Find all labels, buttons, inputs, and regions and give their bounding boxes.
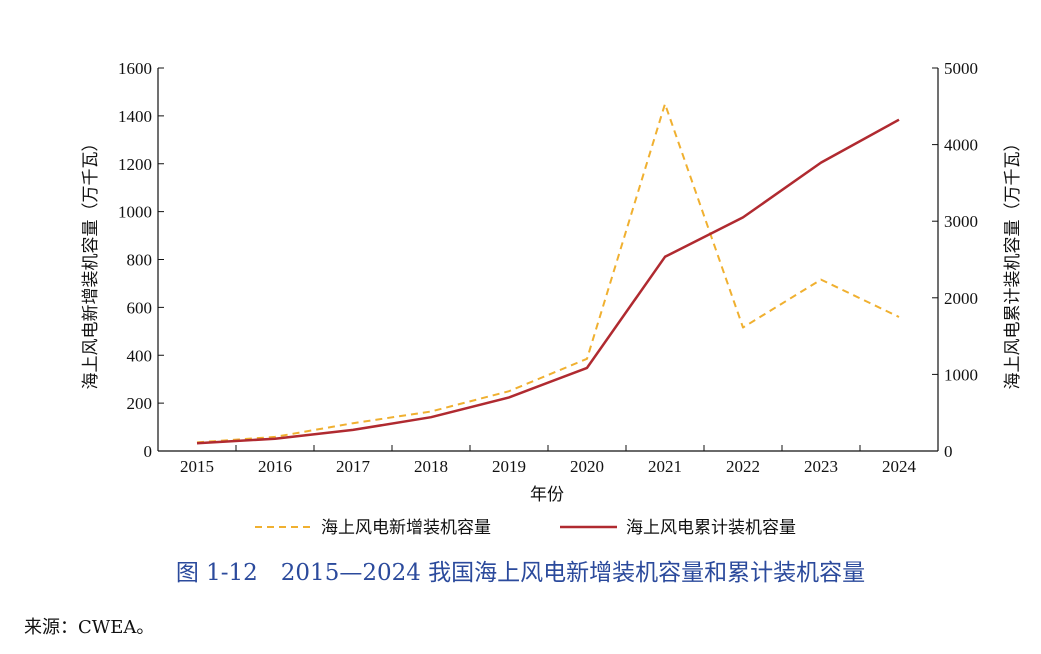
left-y-tick-label: 200 xyxy=(127,394,153,413)
series-line-cumulative-capacity xyxy=(196,118,900,445)
x-tick-labels: 2015 2016 2017 2018 2019 2020 2021 2022 2023 2024 xyxy=(180,457,917,476)
x-tick-label: 2021 xyxy=(648,457,682,476)
left-y-tick-label: 600 xyxy=(127,298,153,317)
x-tick-label: 2015 xyxy=(180,457,214,476)
x-tick-label: 2017 xyxy=(336,457,371,476)
series-line-new-capacity xyxy=(196,102,900,444)
left-y-axis-title: 海上风电新增装机容量（万千瓦） xyxy=(81,135,101,390)
left-y-tick-label: 800 xyxy=(127,251,153,270)
right-y-tick-label: 3000 xyxy=(944,212,978,231)
right-y-tick-label: 4000 xyxy=(944,136,978,155)
source-note: 来源：CWEA。 xyxy=(24,617,155,638)
x-tick-label: 2022 xyxy=(726,457,760,476)
x-tick-label: 2016 xyxy=(258,457,292,476)
figure-caption: 图 1-12 2015—2024 我国海上风电新增装机容量和累计装机容量 xyxy=(175,560,866,586)
left-y-tick-label: 1200 xyxy=(118,155,152,174)
right-y-tick-label: 2000 xyxy=(944,289,978,308)
x-tick-label: 2024 xyxy=(882,457,917,476)
legend-label-new-capacity: 海上风电新增装机容量 xyxy=(321,518,491,538)
legend: 海上风电新增装机容量 海上风电累计装机容量 xyxy=(255,518,796,538)
x-axis-title: 年份 xyxy=(530,485,564,505)
dual-axis-line-chart: 2015 2016 2017 2018 2019 2020 2021 2022 2023 2024… xyxy=(81,59,1023,538)
series-lines xyxy=(196,102,900,445)
axis-ticks xyxy=(157,67,939,452)
plot-frame xyxy=(157,68,939,452)
left-y-tick-label: 1000 xyxy=(118,203,152,222)
x-tick-label: 2023 xyxy=(804,457,838,476)
x-tick-label: 2020 xyxy=(570,457,604,476)
left-y-tick-label: 1600 xyxy=(118,59,152,78)
left-y-tick-label: 400 xyxy=(127,346,153,365)
right-y-tick-label: 5000 xyxy=(944,59,978,78)
legend-label-cumulative-capacity: 海上风电累计装机容量 xyxy=(626,518,796,538)
left-y-tick-labels: 0 200 400 600 800 1000 1200 1400 1600 xyxy=(118,59,152,461)
left-y-tick-label: 0 xyxy=(144,442,153,461)
x-tick-label: 2018 xyxy=(414,457,448,476)
right-y-tick-label: 0 xyxy=(944,442,953,461)
right-y-tick-labels: 0 1000 2000 3000 4000 5000 xyxy=(944,59,978,461)
x-tick-label: 2019 xyxy=(492,457,526,476)
right-y-tick-label: 1000 xyxy=(944,365,978,384)
left-y-tick-label: 1400 xyxy=(118,107,152,126)
right-y-axis-title: 海上风电累计装机容量（万千瓦） xyxy=(1003,135,1023,390)
